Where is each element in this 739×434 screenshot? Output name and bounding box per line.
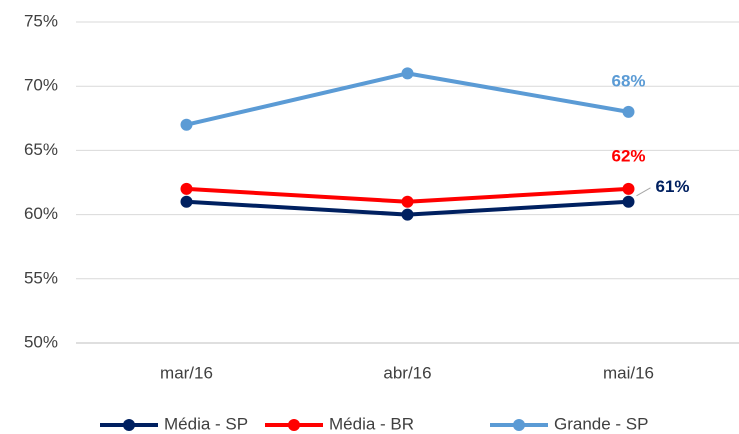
point — [622, 182, 635, 195]
legend-marker — [513, 419, 525, 431]
series-line — [186, 71, 629, 127]
point — [180, 182, 193, 195]
legend-marker — [123, 419, 135, 431]
point — [622, 195, 635, 208]
point — [180, 195, 193, 208]
data-label: 61% — [656, 177, 690, 196]
point — [622, 105, 635, 118]
legend-label: Média - SP — [164, 414, 248, 433]
legend-label: Média - BR — [329, 414, 414, 433]
y-tick-label: 55% — [24, 268, 58, 287]
legend-marker — [288, 419, 300, 431]
y-tick-label: 60% — [24, 204, 58, 223]
point — [401, 67, 414, 80]
point — [401, 208, 414, 221]
point — [401, 195, 414, 208]
data-label: 62% — [611, 146, 645, 165]
y-tick-label: 70% — [24, 76, 58, 95]
legend-label: Grande - SP — [554, 414, 649, 433]
y-tick-label: 65% — [24, 140, 58, 159]
x-tick-label: mai/16 — [603, 363, 654, 382]
y-tick-label: 50% — [24, 332, 58, 351]
y-tick-label: 75% — [24, 11, 58, 30]
x-tick-label: mar/16 — [160, 363, 213, 382]
point — [180, 118, 193, 131]
leader-line — [636, 187, 651, 197]
data-label: 68% — [611, 71, 645, 90]
x-tick-label: abr/16 — [383, 363, 431, 382]
